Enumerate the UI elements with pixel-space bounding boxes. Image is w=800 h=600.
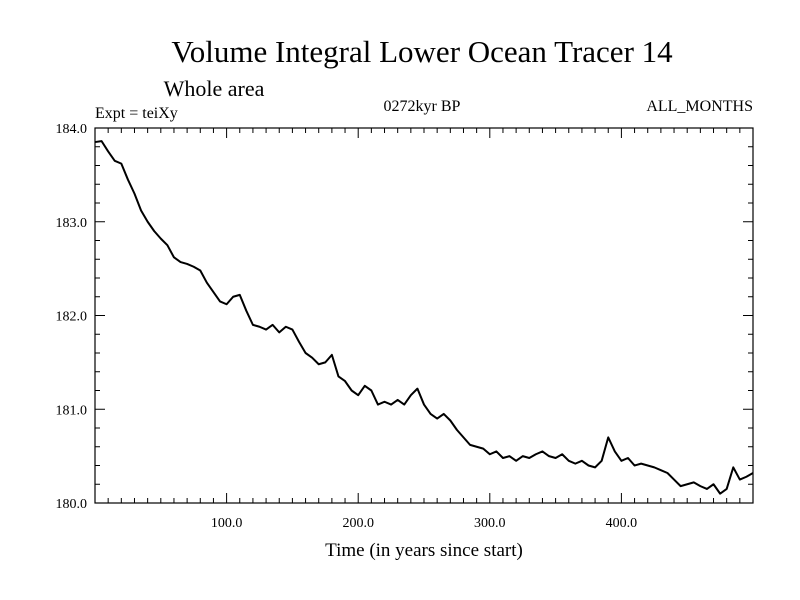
x-tick-label: 400.0 — [606, 516, 638, 531]
tick-labels: 100.0 200.0 300.0 400.0 180.0 181.0 182.0 183.0… — [56, 122, 638, 531]
y-tick-label: 181.0 — [56, 403, 88, 418]
series-line — [94, 140, 754, 495]
chart-title: Volume Integral Lower Ocean Tracer 14 — [171, 34, 673, 69]
y-tick-label: 180.0 — [56, 497, 88, 512]
experiment-label: Expt = teiXy — [95, 105, 178, 122]
y-tick-label: 184.0 — [56, 122, 88, 137]
chart-subtitle: Whole area — [164, 76, 265, 101]
y-tick-label: 183.0 — [56, 216, 88, 231]
axis-ticks — [95, 127, 753, 504]
x-tick-label: 100.0 — [211, 516, 243, 531]
x-axis-label: Time (in years since start) — [325, 540, 523, 561]
months-label: ALL_MONTHS — [646, 98, 753, 115]
plot-frame — [94, 127, 754, 504]
time-period-label: 0272kyr BP — [384, 98, 461, 115]
y-tick-label: 182.0 — [56, 310, 88, 325]
x-tick-label: 300.0 — [474, 516, 506, 531]
x-tick-label: 200.0 — [342, 516, 374, 531]
